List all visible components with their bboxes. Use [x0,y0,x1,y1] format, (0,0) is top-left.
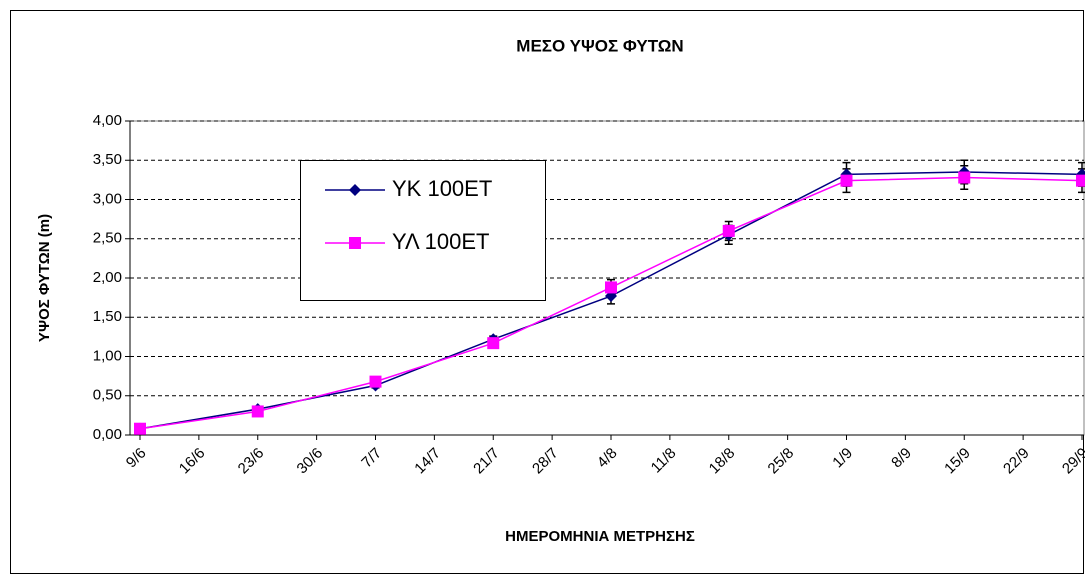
legend-marker [349,237,361,249]
y-tick-label: 3,50 [93,151,122,168]
data-point [369,375,382,388]
data-point [487,337,500,350]
y-tick-label: 3,00 [93,190,122,207]
y-tick-label: 1,00 [93,347,122,364]
data-point [605,281,617,294]
y-tick-label: 2,50 [93,230,122,247]
data-point [958,171,971,184]
data-point [722,224,735,237]
legend-label: ΥΚ 100ΕΤ [392,176,492,201]
y-tick-label: 0,50 [93,387,122,404]
legend-label: ΥΛ 100ΕΤ [392,229,489,254]
data-point [134,422,146,435]
y-tick-label: 4,00 [93,112,122,129]
data-point [251,405,264,418]
chart-title: ΜΕΣΟ ΥΨΟΣ ΦΥΤΩΝ [516,36,683,55]
y-tick-label: 1,50 [93,308,122,325]
x-axis-label: ΗΜΕΡΟΜΗΝΙΑ ΜΕΤΡΗΣΗΣ [505,528,695,545]
data-point [840,174,853,187]
y-tick-label: 0,00 [93,426,122,443]
data-point [1076,174,1085,187]
legend-box [300,160,546,301]
legend-marker [349,184,361,196]
y-tick-label: 2,00 [93,269,122,286]
y-axis-label: ΥΨΟΣ ΦΥΤΩΝ (m) [36,214,53,342]
